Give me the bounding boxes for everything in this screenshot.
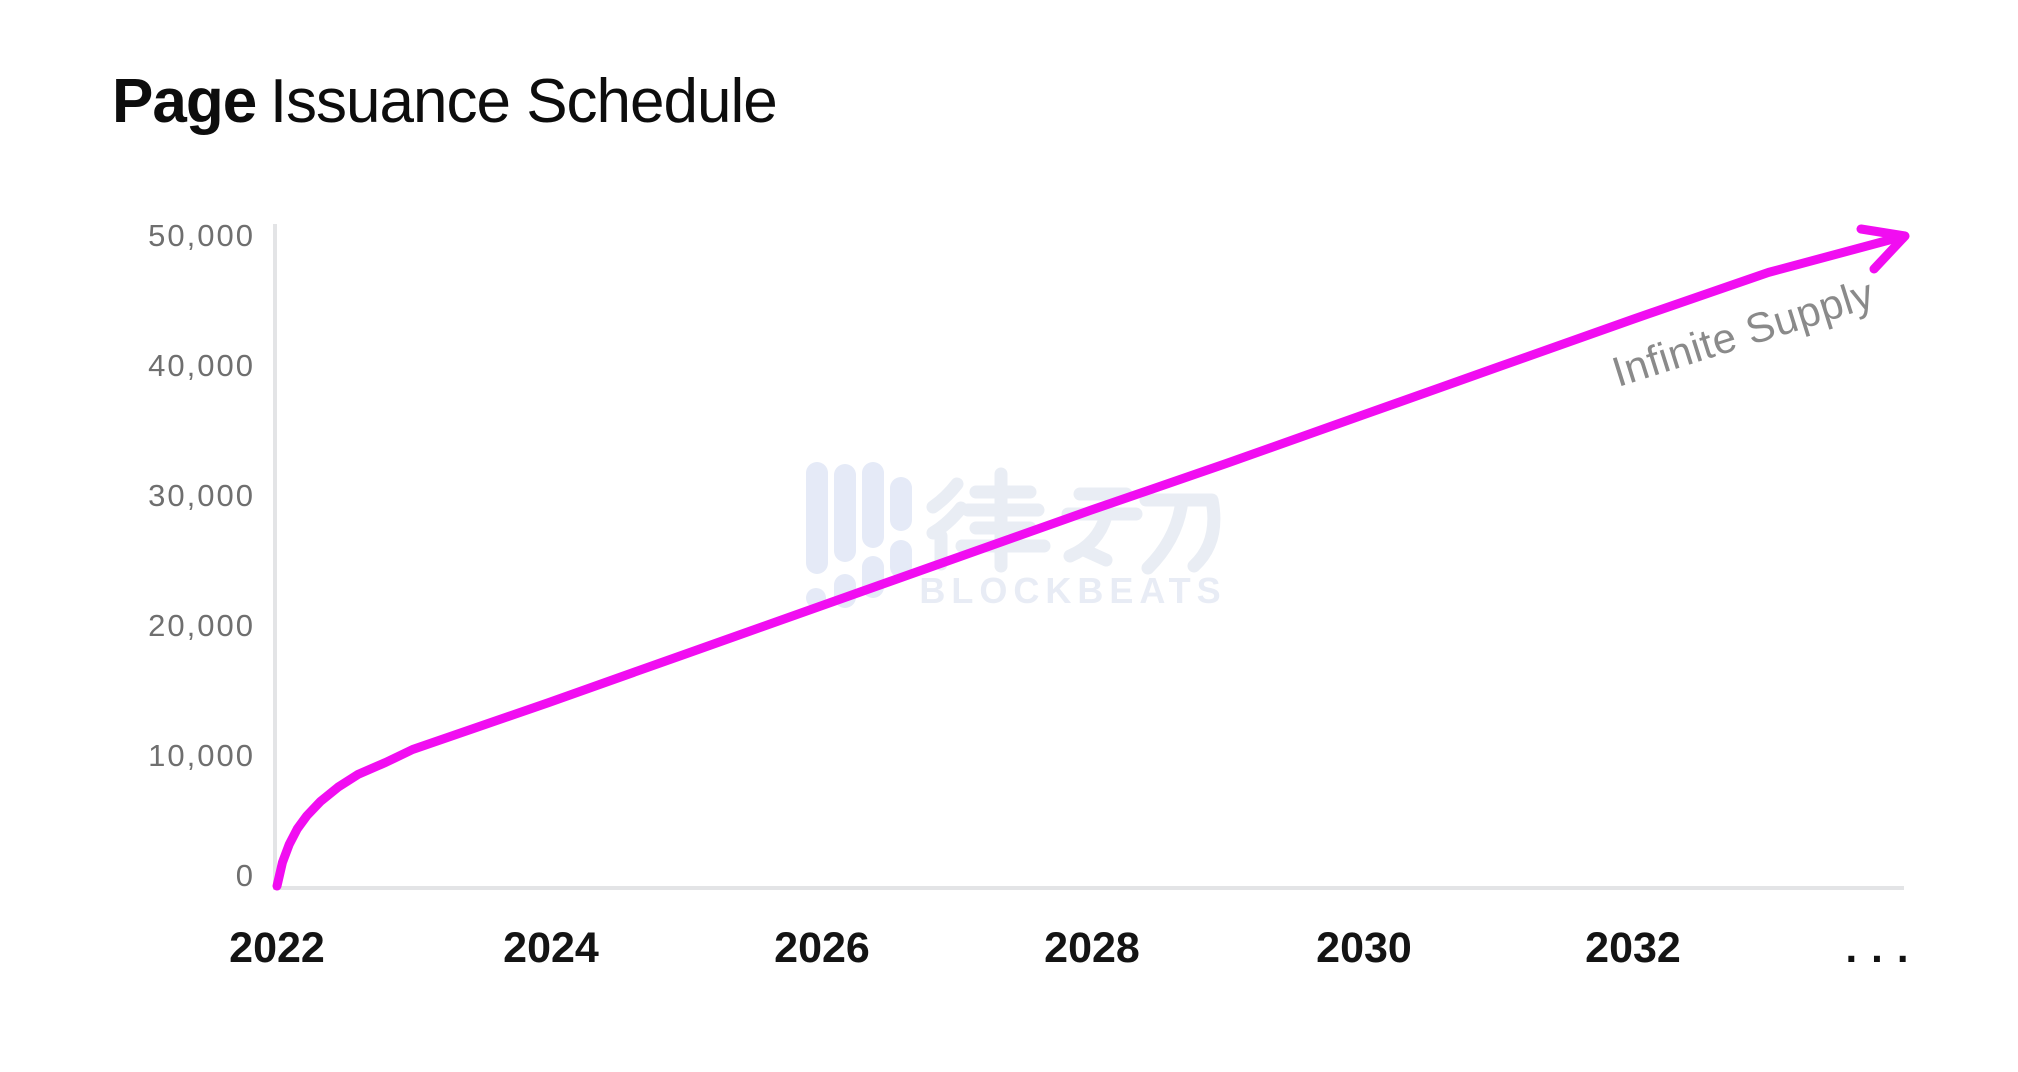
blockbeats-latin-wordmark: BLOCKBEATS — [919, 570, 1227, 611]
y-tick-label: 50,000 — [148, 218, 255, 253]
issuance-line — [272, 231, 1909, 891]
blockbeats-cjk-wordmark — [926, 467, 1221, 575]
x-tick-label: 2032 — [1585, 924, 1681, 972]
x-tick-label: 2022 — [229, 924, 325, 972]
x-tick-label: 2026 — [774, 924, 870, 972]
x-tick-label: 2030 — [1316, 924, 1412, 972]
x-tick-label: 2028 — [1044, 924, 1140, 972]
y-tick-label: 40,000 — [148, 348, 255, 383]
x-tick-label: 2024 — [503, 924, 599, 972]
y-tick-label: 20,000 — [148, 608, 255, 643]
page-title-bold: Page — [112, 67, 257, 136]
y-tick-label: 30,000 — [148, 478, 255, 513]
x-tick-overflow-dots: ... — [1845, 924, 1923, 971]
blockbeats-logo-icon — [806, 462, 912, 608]
y-tick-label: 0 — [235, 858, 255, 893]
y-tick-label: 10,000 — [148, 738, 255, 773]
page-title-rest: Issuance Schedule — [269, 67, 778, 136]
page-title: Page Issuance Schedule — [112, 67, 778, 136]
arrowhead-icon — [1856, 224, 1910, 274]
